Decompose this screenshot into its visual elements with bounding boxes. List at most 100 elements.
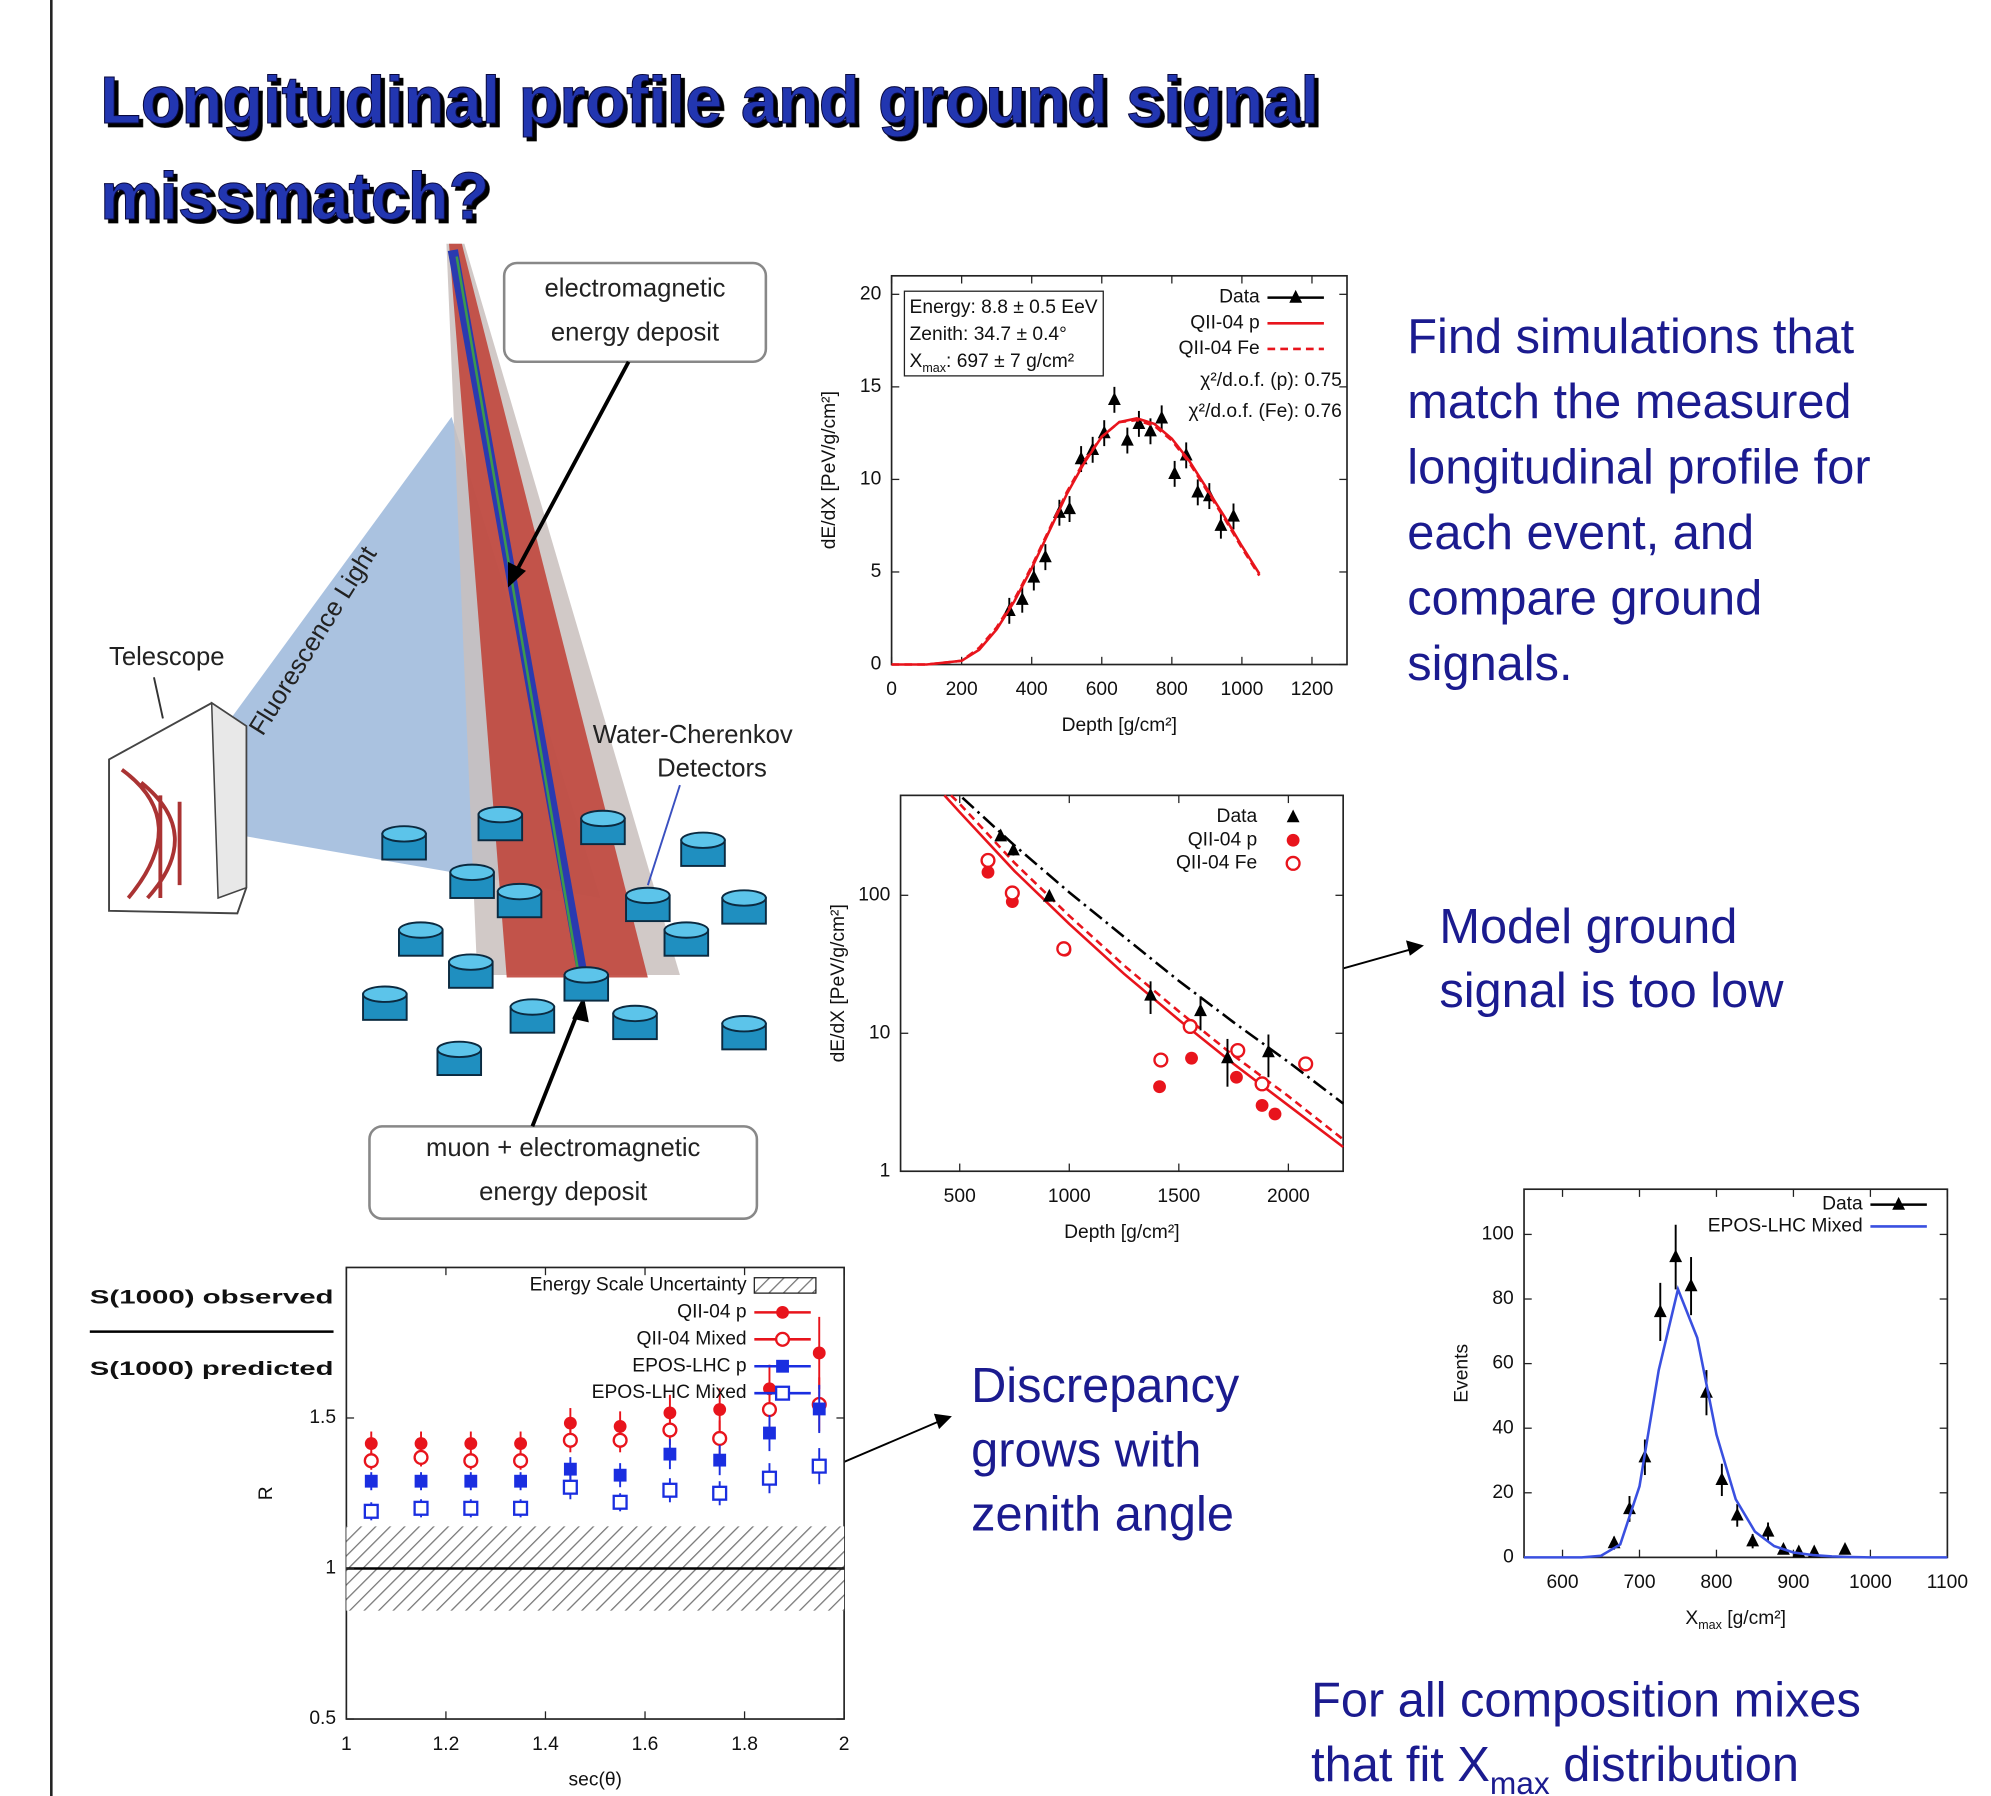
arrow xyxy=(511,360,631,579)
legend-swatch xyxy=(1289,289,1303,303)
legend-label: Data xyxy=(1219,287,1260,308)
ratio-label: S(1000) observed xyxy=(90,1287,334,1308)
data-point xyxy=(1015,592,1029,605)
plot-frame xyxy=(345,1266,845,1720)
x-tick-label: 900 xyxy=(1777,1572,1809,1593)
pointer xyxy=(153,677,164,719)
arrowhead xyxy=(508,561,526,588)
data-point xyxy=(763,1426,776,1440)
annotation-part: max xyxy=(922,361,946,375)
annotation: Energy: 8.8 ± 0.5 EeV xyxy=(910,297,1098,318)
detector-top xyxy=(398,921,444,939)
data-point xyxy=(712,1485,728,1501)
annotation-part: : 697 ± 7 g/cm² xyxy=(946,351,1075,372)
data-point xyxy=(1153,1052,1169,1068)
data-point xyxy=(1182,1018,1198,1035)
data-point xyxy=(1761,1523,1775,1537)
data-point xyxy=(1838,1541,1852,1555)
y-axis-label: dE/dX [PeV/g/cm²] xyxy=(828,904,849,1062)
arrowhead xyxy=(1406,940,1424,956)
legend-label: Data xyxy=(1217,806,1258,827)
annotation-part: X xyxy=(910,351,923,372)
legend-label: QII-04 p xyxy=(677,1301,747,1322)
data-point xyxy=(1221,1050,1234,1064)
data-point xyxy=(1144,423,1157,437)
data-point xyxy=(1168,466,1182,480)
slide-title: Longitudinal profile and ground signal xyxy=(100,64,1319,138)
data-point xyxy=(1027,569,1041,583)
y-tick-label: 0.5 xyxy=(309,1708,336,1729)
chart: 600 700 800 900 1000 1100 0 20 40 60 80 100 Xmax [g/… xyxy=(1452,1188,1968,1632)
detector-top xyxy=(663,921,710,939)
legend-swatch xyxy=(774,1331,791,1347)
model-curve xyxy=(1524,1285,1948,1559)
y-tick-label: 10 xyxy=(860,469,881,490)
x-tick-label: 1200 xyxy=(1291,679,1334,700)
detector-top xyxy=(721,889,767,907)
data-point xyxy=(464,1437,478,1450)
illustration-label: energy deposit xyxy=(551,318,719,346)
data-point xyxy=(1214,517,1228,531)
data-point xyxy=(1155,410,1169,424)
data-point xyxy=(980,852,996,868)
note-text: signal is too low xyxy=(1439,964,1784,1018)
y-tick-label: 40 xyxy=(1492,1417,1513,1438)
legend-swatch xyxy=(776,1305,789,1319)
data-point xyxy=(713,1403,727,1416)
data-point xyxy=(1230,1042,1246,1059)
note-text-part: max xyxy=(1490,1765,1550,1796)
illustration-label: electromagnetic xyxy=(545,275,726,303)
y-axis-label: dE/dX [PeV/g/cm²] xyxy=(819,391,840,549)
data-point xyxy=(1042,888,1056,902)
ratio-label: S(1000) predicted xyxy=(90,1359,334,1380)
y-tick-label: 1 xyxy=(325,1558,336,1579)
y-tick-label: 20 xyxy=(1492,1482,1513,1503)
detector-top xyxy=(612,1004,658,1023)
data-point xyxy=(1730,1507,1744,1521)
data-point xyxy=(1185,1051,1198,1065)
data-point xyxy=(1006,842,1020,856)
x-tick-label: 800 xyxy=(1700,1572,1732,1593)
data-point xyxy=(713,1453,727,1467)
fit-stat: χ²/d.o.f. (Fe): 0.76 xyxy=(1189,401,1342,422)
y-tick-label: 80 xyxy=(1492,1288,1513,1309)
pointer xyxy=(646,784,681,886)
x-axis-label-part: [g/cm²] xyxy=(1722,1608,1786,1629)
legend-label: Data xyxy=(1822,1194,1863,1215)
data-point xyxy=(1107,392,1121,405)
annotation: Zenith: 34.7 ± 0.4° xyxy=(910,324,1067,345)
label-box xyxy=(502,261,768,364)
x-axis-label: Xmax [g/cm²] xyxy=(1685,1608,1786,1632)
detector-top xyxy=(680,831,726,849)
data-point xyxy=(514,1474,527,1488)
x-tick-label: 1000 xyxy=(1221,679,1264,700)
data-point xyxy=(363,1453,379,1469)
x-tick-label: 200 xyxy=(946,679,978,700)
legend-swatch xyxy=(1892,1196,1906,1210)
note-text: For all composition mixes xyxy=(1311,1674,1861,1728)
note-text: that fit Xmax distribution xyxy=(1311,1738,1799,1796)
data-point xyxy=(662,1482,678,1498)
legend-swatch xyxy=(1286,809,1300,823)
data-point xyxy=(1132,416,1146,430)
data-point xyxy=(1227,508,1240,522)
data-point xyxy=(812,1346,826,1360)
data-point xyxy=(1179,447,1193,461)
y-tick-label: 15 xyxy=(860,376,881,397)
x-axis-label-part: X xyxy=(1685,1608,1698,1629)
fit-curve xyxy=(961,796,1344,1105)
note-text: Find simulations that xyxy=(1407,310,1854,364)
data-point xyxy=(1746,1533,1760,1547)
x-tick-label: 1000 xyxy=(1849,1572,1892,1593)
data-point xyxy=(663,1406,677,1420)
arrow xyxy=(530,1006,582,1128)
x-tick-label: 1.8 xyxy=(731,1734,758,1755)
data-point xyxy=(1120,432,1134,446)
data-point xyxy=(414,1474,428,1488)
y-tick-label: 20 xyxy=(860,283,881,304)
x-axis-label: Depth [g/cm²] xyxy=(1064,1222,1179,1243)
data-point xyxy=(413,1500,429,1516)
legend-label: EPOS-LHC Mixed xyxy=(592,1382,747,1403)
data-point xyxy=(811,1458,827,1474)
arrowhead xyxy=(572,995,589,1023)
